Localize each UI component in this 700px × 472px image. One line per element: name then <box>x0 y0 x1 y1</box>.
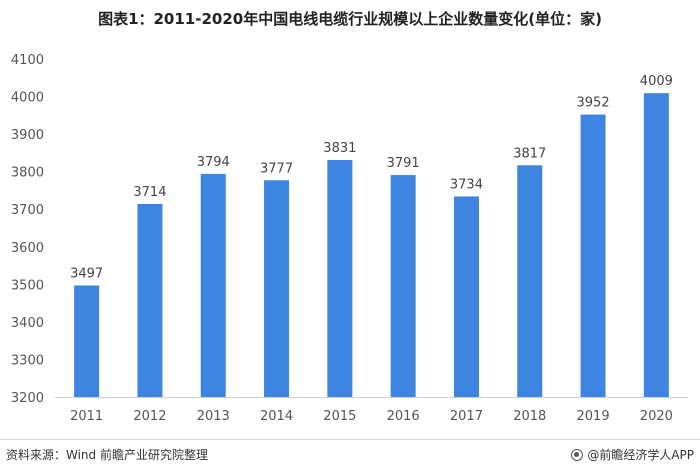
bar-value-label: 3777 <box>260 161 293 176</box>
x-tick-label: 2013 <box>197 409 230 424</box>
x-tick-label: 2011 <box>70 409 103 424</box>
y-tick-label: 3500 <box>11 278 44 293</box>
x-axis: 2011 2012 2013 2014 2015 2016 2017 2018 2019 2020 <box>55 397 688 424</box>
bar <box>327 160 353 397</box>
y-axis: 3200 3300 3400 3500 3600 3700 3800 3900 4000 4100 <box>11 53 44 406</box>
chart-title: 图表1：2011-2020年中国电线电缆行业规模以上企业数量变化(单位：家) <box>98 10 602 28</box>
y-tick-label: 3300 <box>11 353 44 368</box>
y-tick-label: 3600 <box>11 241 44 256</box>
bar <box>643 93 669 398</box>
bar-value-label: 3794 <box>197 155 230 170</box>
footer: 资料来源：Wind 前瞻产业研究院整理 @前瞻经济学人APP <box>0 439 700 472</box>
bar-value-label: 4009 <box>640 74 673 89</box>
bars <box>74 93 669 398</box>
bar <box>580 114 606 398</box>
x-tick-label: 2012 <box>133 409 166 424</box>
bar-value-label: 3734 <box>450 177 483 192</box>
x-tick-label: 2015 <box>323 409 356 424</box>
y-tick-label: 3400 <box>11 316 44 331</box>
y-tick-label: 3800 <box>11 166 44 181</box>
y-tick-label: 3900 <box>11 128 44 143</box>
bar-value-label: 3952 <box>577 96 610 111</box>
x-tick-label: 2018 <box>513 409 546 424</box>
bar-value-label: 3817 <box>513 146 546 161</box>
footer-divider <box>0 439 700 440</box>
x-tick-label: 2019 <box>577 409 610 424</box>
bar-value-label: 3497 <box>70 266 103 281</box>
bar <box>453 196 479 397</box>
bar-value-label: 3714 <box>133 185 166 200</box>
bar <box>390 175 416 397</box>
bar <box>74 285 100 397</box>
brand-label: @前瞻经济学人APP <box>587 448 694 462</box>
bar <box>264 180 290 397</box>
y-tick-label: 4000 <box>11 91 44 106</box>
x-tick-label: 2016 <box>387 409 420 424</box>
brand: @前瞻经济学人APP <box>571 446 694 463</box>
bar-chart: 3200 3300 3400 3500 3600 3700 3800 3900 4000 4100… <box>11 53 688 424</box>
bar-value-label: 3831 <box>323 141 356 156</box>
y-tick-label: 3700 <box>11 203 44 218</box>
x-tick-label: 2014 <box>260 409 293 424</box>
data-labels: 3497 3714 3794 3777 3831 3791 3734 3817 3952 4009 <box>70 74 673 281</box>
brand-logo-icon <box>571 448 584 461</box>
x-tick-label: 2020 <box>640 409 673 424</box>
bar <box>200 173 226 397</box>
y-tick-label: 4100 <box>11 53 44 68</box>
bar <box>137 203 163 397</box>
source-note: 资料来源：Wind 前瞻产业研究院整理 <box>6 448 208 462</box>
bar <box>517 165 543 397</box>
x-tick-label: 2017 <box>450 409 483 424</box>
y-tick-label: 3200 <box>11 391 44 406</box>
bar-value-label: 3791 <box>387 156 420 171</box>
